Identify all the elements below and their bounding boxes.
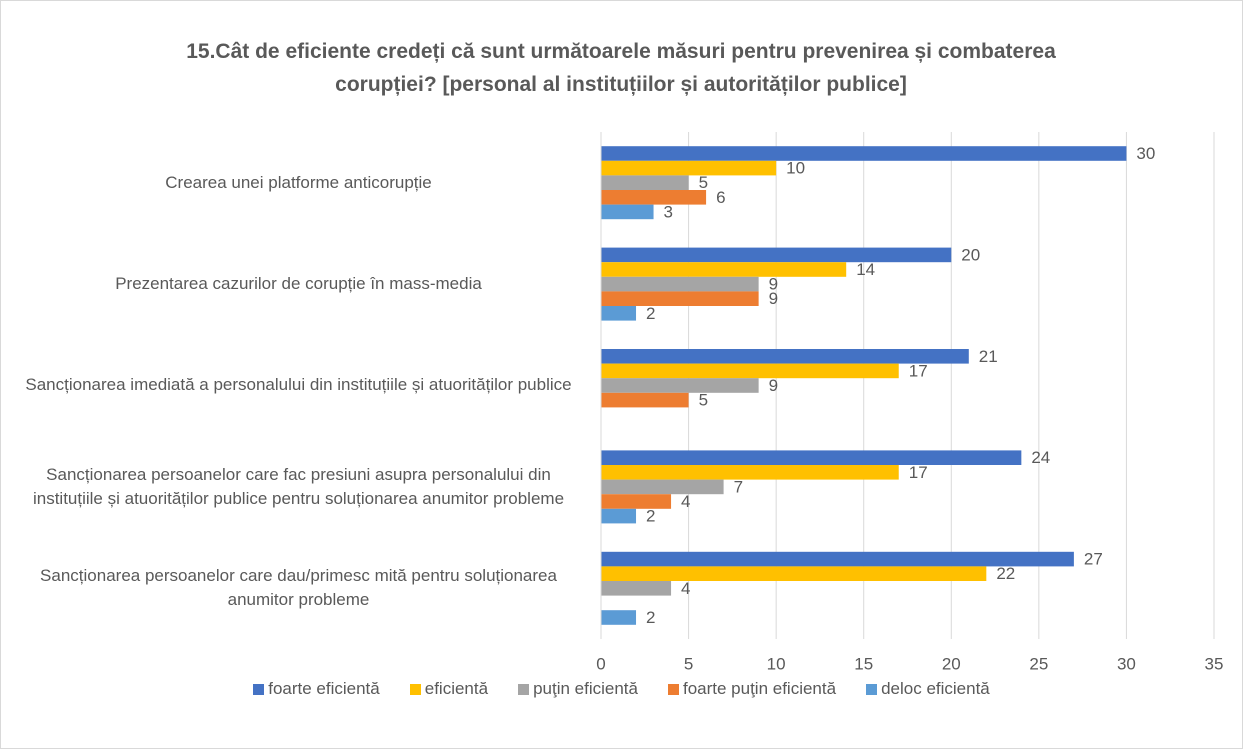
category-label: Prezentarea cazurilor de corupție în mas… (115, 274, 482, 294)
data-label: 6 (716, 188, 725, 207)
category-label: Crearea unei platforme anticorupție (165, 172, 432, 192)
data-label: 22 (996, 564, 1015, 583)
bar (601, 349, 969, 364)
bar (601, 551, 1074, 567)
bar (601, 146, 1127, 161)
data-label: 2 (646, 507, 655, 526)
bar (601, 494, 672, 509)
data-label: 9 (769, 275, 778, 294)
data-label: 4 (681, 492, 690, 511)
data-label: 3 (664, 202, 673, 221)
legend-swatch (253, 683, 265, 695)
bar (601, 450, 1022, 465)
bar (601, 291, 759, 306)
bar (601, 581, 672, 596)
data-label: 2 (646, 304, 655, 323)
bar (601, 190, 707, 205)
data-label: 4 (681, 579, 690, 598)
bar (601, 378, 759, 393)
x-tick-label: 0 (596, 654, 605, 673)
category-label: Sancționarea imediată a personalului din… (25, 375, 572, 395)
bar (601, 610, 637, 625)
data-label: 5 (699, 173, 708, 192)
x-tick-label: 25 (1029, 654, 1048, 673)
legend-item: eficientă (409, 679, 489, 699)
data-label: 2 (646, 608, 655, 627)
bar (601, 204, 654, 220)
x-tick-label: 20 (942, 654, 961, 673)
data-label: 17 (909, 463, 928, 482)
legend-item: puţin eficientă (518, 679, 638, 699)
legend-label: eficientă (424, 679, 489, 698)
legend-item: foarte eficientă (253, 679, 380, 699)
data-label: 30 (1136, 144, 1155, 163)
x-tick-label: 35 (1205, 654, 1224, 673)
legend-label: deloc eficientă (881, 679, 990, 698)
bar (601, 160, 777, 176)
x-tick-label: 30 (1117, 654, 1136, 673)
legend-item: foarte puţin eficientă (667, 679, 837, 699)
bar (601, 479, 724, 495)
data-label: 9 (769, 289, 778, 308)
legend-label: puţin eficientă (533, 679, 638, 698)
data-label: 27 (1084, 550, 1103, 569)
data-label: 21 (979, 347, 998, 366)
legend-swatch (409, 683, 421, 695)
legend-swatch (866, 683, 878, 695)
data-label: 7 (734, 477, 743, 496)
bar (601, 465, 899, 480)
legend-label: foarte puţin eficientă (682, 679, 837, 698)
legend-swatch (518, 683, 530, 695)
legend: foarte eficientă eficientă puţin eficientă… (1, 679, 1242, 699)
data-label: 14 (856, 260, 875, 279)
data-label: 9 (769, 376, 778, 395)
bar (601, 306, 637, 321)
chart-title: 15.Cât de eficiente credeți că sunt urmă… (186, 40, 1056, 96)
data-label: 10 (786, 159, 805, 178)
bar (601, 247, 952, 263)
legend-label: foarte eficientă (268, 679, 380, 698)
data-label: 17 (909, 361, 928, 380)
data-label: 5 (699, 391, 708, 410)
bar (601, 262, 847, 277)
category-label: Sancționarea persoanelor care fac presiu… (32, 464, 565, 508)
legend-item: deloc eficientă (866, 679, 990, 699)
x-tick-label: 5 (684, 654, 693, 673)
data-label: 20 (961, 245, 980, 264)
x-tick-label: 15 (854, 654, 873, 673)
data-label: 24 (1031, 448, 1050, 467)
bar (601, 566, 987, 581)
bar (601, 363, 899, 379)
bar (601, 175, 689, 190)
bar (601, 276, 759, 292)
bar (601, 392, 689, 408)
legend-swatch (667, 683, 679, 695)
bar (601, 508, 637, 524)
category-label: Sancționarea persoanelor care dau/primes… (40, 566, 557, 610)
x-tick-label: 10 (767, 654, 786, 673)
